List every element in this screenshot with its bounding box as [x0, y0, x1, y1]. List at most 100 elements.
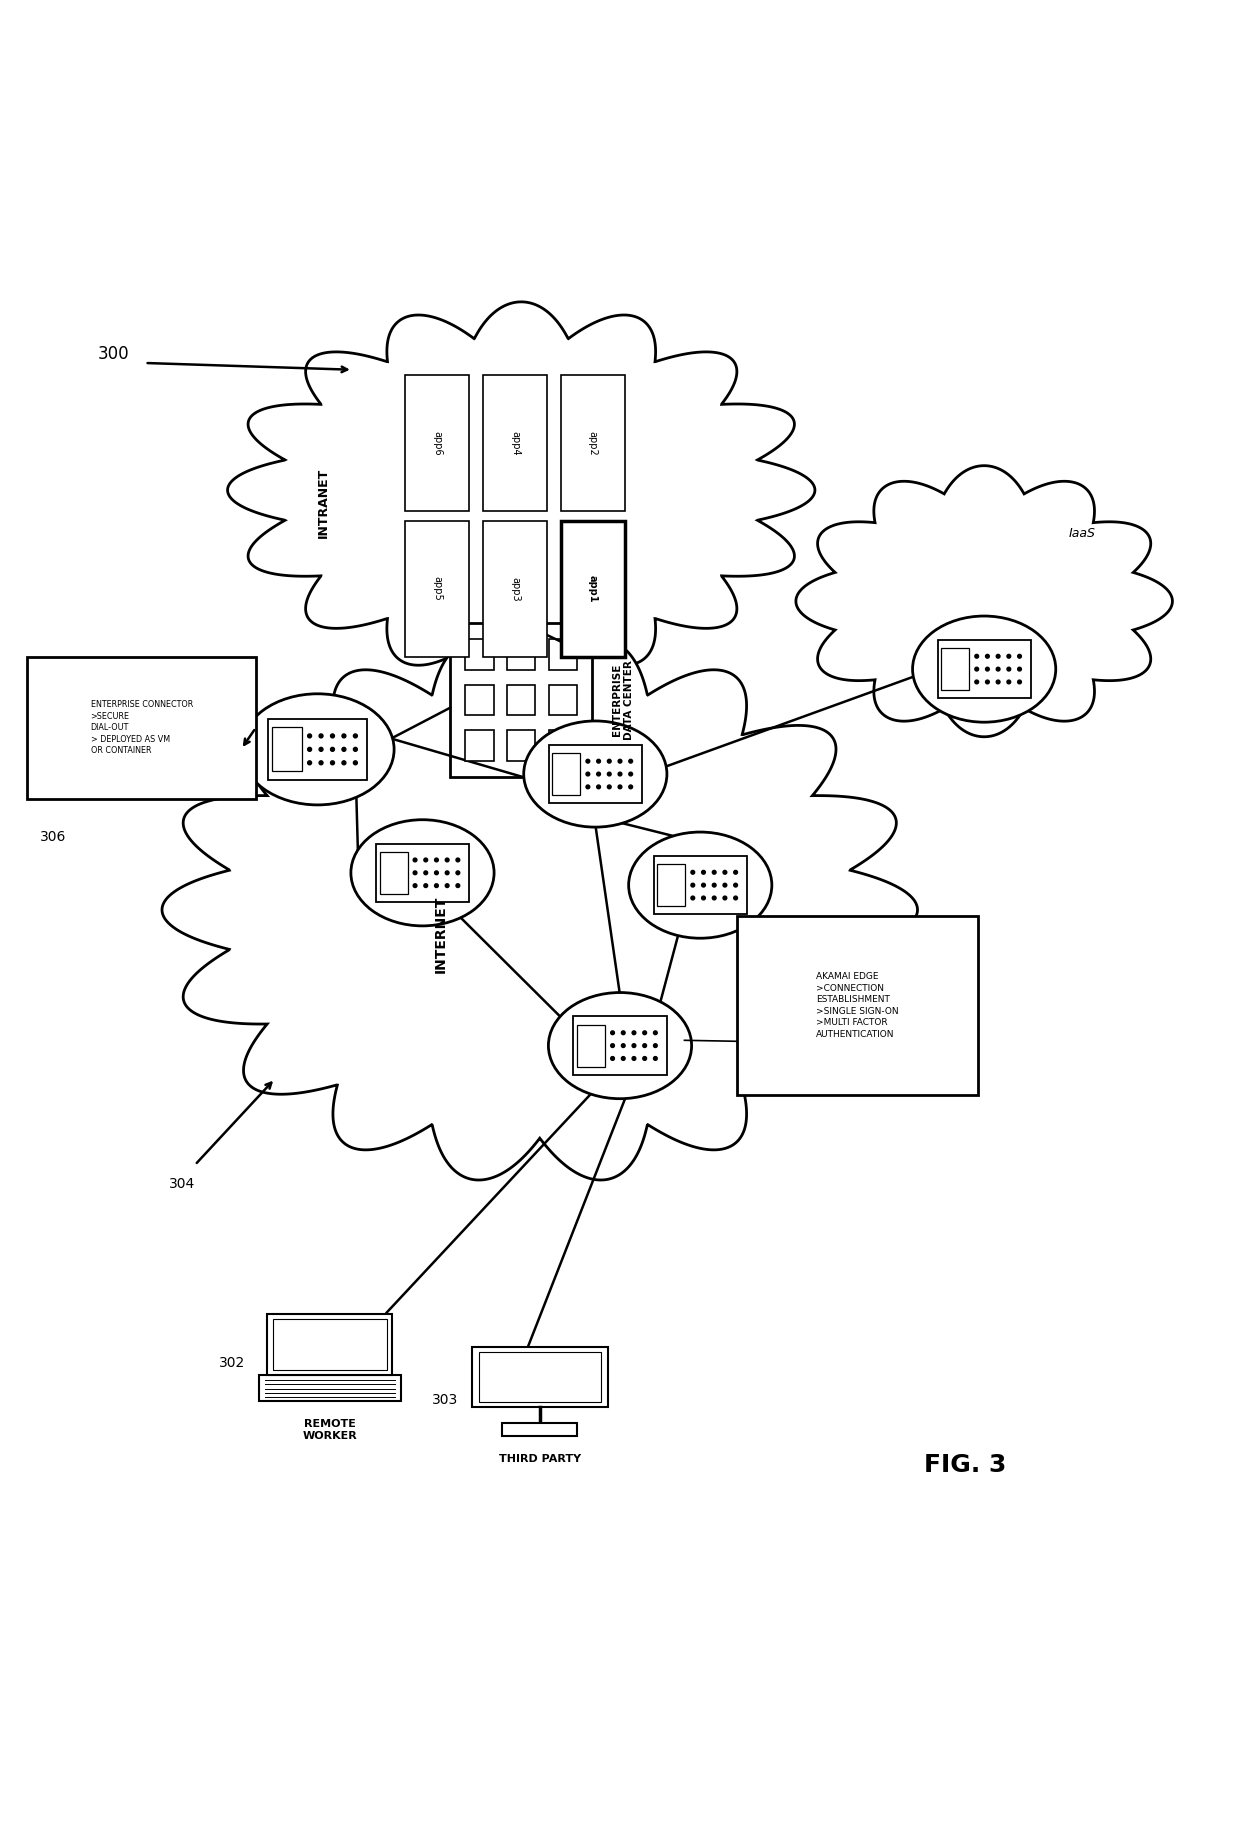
Circle shape — [445, 870, 449, 874]
Circle shape — [986, 680, 990, 683]
Ellipse shape — [629, 832, 771, 938]
Circle shape — [413, 883, 417, 887]
Text: THIRD PARTY: THIRD PARTY — [498, 1455, 580, 1464]
Circle shape — [596, 758, 600, 764]
Circle shape — [424, 857, 428, 861]
Circle shape — [618, 758, 621, 764]
Circle shape — [331, 735, 335, 738]
FancyBboxPatch shape — [376, 843, 469, 901]
Text: 302: 302 — [218, 1356, 244, 1370]
Circle shape — [986, 667, 990, 671]
FancyBboxPatch shape — [482, 376, 547, 511]
Circle shape — [413, 857, 417, 861]
Text: app4: app4 — [510, 431, 520, 456]
Circle shape — [734, 896, 738, 900]
Circle shape — [319, 760, 322, 764]
Circle shape — [632, 1044, 636, 1048]
Circle shape — [445, 857, 449, 861]
Circle shape — [653, 1044, 657, 1048]
FancyBboxPatch shape — [573, 1017, 667, 1075]
Circle shape — [1007, 654, 1011, 658]
Circle shape — [712, 883, 715, 887]
Circle shape — [996, 654, 999, 658]
Text: INTRANET: INTRANET — [317, 467, 330, 537]
Circle shape — [424, 883, 428, 887]
Circle shape — [629, 786, 632, 790]
Circle shape — [642, 1031, 646, 1035]
Circle shape — [691, 883, 694, 887]
Circle shape — [621, 1031, 625, 1035]
Circle shape — [702, 883, 706, 887]
FancyBboxPatch shape — [577, 1024, 605, 1066]
Circle shape — [445, 883, 449, 887]
Circle shape — [975, 680, 978, 683]
Circle shape — [319, 735, 322, 738]
Text: app1: app1 — [588, 575, 598, 603]
Circle shape — [596, 771, 600, 777]
Circle shape — [308, 760, 311, 764]
Circle shape — [610, 1057, 615, 1061]
Circle shape — [608, 758, 611, 764]
Circle shape — [456, 857, 460, 861]
FancyBboxPatch shape — [27, 656, 255, 799]
Circle shape — [629, 771, 632, 777]
Circle shape — [621, 1057, 625, 1061]
FancyBboxPatch shape — [273, 1319, 387, 1370]
FancyBboxPatch shape — [259, 1374, 401, 1400]
Circle shape — [618, 771, 621, 777]
Text: app5: app5 — [433, 577, 443, 601]
Circle shape — [1007, 680, 1011, 683]
Circle shape — [342, 760, 346, 764]
FancyBboxPatch shape — [465, 639, 494, 671]
Text: app2: app2 — [588, 431, 598, 456]
Circle shape — [353, 747, 357, 751]
FancyBboxPatch shape — [941, 649, 970, 691]
Polygon shape — [796, 465, 1172, 736]
Circle shape — [734, 870, 738, 874]
Circle shape — [702, 896, 706, 900]
Circle shape — [1018, 667, 1022, 671]
FancyBboxPatch shape — [502, 1423, 577, 1436]
Text: IaaS: IaaS — [1069, 528, 1096, 540]
Circle shape — [319, 747, 322, 751]
Circle shape — [621, 1044, 625, 1048]
Circle shape — [608, 771, 611, 777]
Circle shape — [424, 870, 428, 874]
Circle shape — [723, 896, 727, 900]
Ellipse shape — [241, 694, 394, 804]
Circle shape — [456, 870, 460, 874]
FancyBboxPatch shape — [405, 376, 470, 511]
Circle shape — [1007, 667, 1011, 671]
FancyBboxPatch shape — [507, 729, 536, 760]
FancyBboxPatch shape — [268, 1314, 392, 1374]
Circle shape — [996, 667, 999, 671]
Text: 303: 303 — [432, 1392, 459, 1407]
Circle shape — [353, 760, 357, 764]
FancyBboxPatch shape — [560, 520, 625, 656]
FancyBboxPatch shape — [465, 685, 494, 714]
Text: 306: 306 — [40, 830, 66, 843]
Circle shape — [1018, 680, 1022, 683]
Circle shape — [712, 896, 715, 900]
Circle shape — [653, 1031, 657, 1035]
Circle shape — [308, 747, 311, 751]
Text: FIG. 3: FIG. 3 — [925, 1453, 1007, 1477]
FancyBboxPatch shape — [937, 639, 1030, 698]
Circle shape — [642, 1044, 646, 1048]
Polygon shape — [162, 639, 918, 1180]
Circle shape — [353, 735, 357, 738]
Circle shape — [691, 896, 694, 900]
Circle shape — [632, 1031, 636, 1035]
Ellipse shape — [548, 993, 692, 1099]
FancyBboxPatch shape — [653, 856, 746, 914]
Circle shape — [434, 857, 438, 861]
Circle shape — [712, 870, 715, 874]
Circle shape — [413, 870, 417, 874]
FancyBboxPatch shape — [472, 1347, 608, 1407]
Circle shape — [610, 1044, 615, 1048]
Circle shape — [691, 870, 694, 874]
Text: ENTERPRISE CONNECTOR
>SECURE
DIAL-OUT
> DEPLOYED AS VM
OR CONTAINER: ENTERPRISE CONNECTOR >SECURE DIAL-OUT > … — [91, 700, 192, 755]
Text: REMOTE
WORKER: REMOTE WORKER — [303, 1420, 357, 1440]
Circle shape — [1018, 654, 1022, 658]
Circle shape — [308, 735, 311, 738]
